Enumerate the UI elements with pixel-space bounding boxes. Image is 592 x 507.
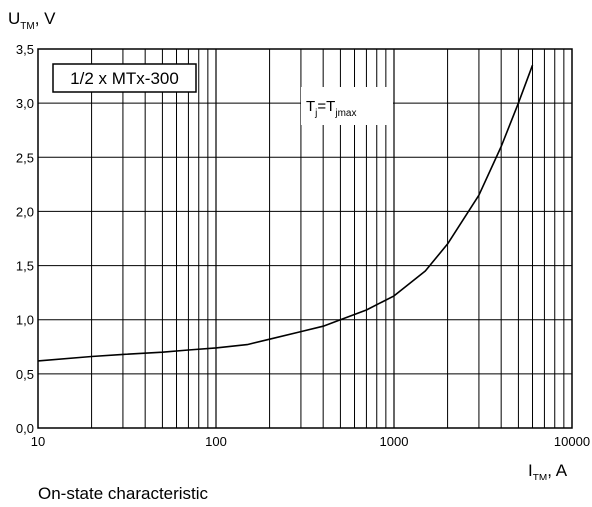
x-axis-title: ITM, A [528, 461, 568, 480]
y-tick-label: 3,5 [16, 42, 34, 57]
x-tick-label: 100 [205, 434, 227, 449]
curve-layer [37, 64, 534, 362]
condition-label-box: Tj=Tjmax [301, 87, 393, 125]
tick-labels: 0,0 0,5 1,0 1,5 2,0 2,5 3,0 3,5 10 100 1000 10000 [16, 42, 590, 449]
device-label-box: 1/2 x MTx-300 [52, 63, 197, 93]
y-tick-label: 3,0 [16, 96, 34, 111]
y-tick-label: 1,5 [16, 259, 34, 274]
y-tick-label: 1,0 [16, 313, 34, 328]
x-tick-label: 10000 [554, 434, 590, 449]
x-tick-label: 10 [31, 434, 45, 449]
series-line [37, 64, 534, 362]
device-label: 1/2 x MTx-300 [70, 69, 179, 88]
y-tick-label: 2,5 [16, 150, 34, 165]
y-axis-title: UTM, V [8, 9, 56, 32]
x-tick-label: 1000 [380, 434, 409, 449]
chart-caption: On-state characteristic [38, 484, 209, 503]
plot-frame [37, 48, 573, 429]
y-tick-label: 2,0 [16, 204, 34, 219]
y-tick-label: 0,5 [16, 367, 34, 382]
on-state-chart: 0,0 0,5 1,0 1,5 2,0 2,5 3,0 3,5 10 100 1000 10000 U… [8, 9, 590, 480]
condition-label: Tj=Tjmax [306, 98, 356, 119]
y-tick-label: 0,0 [16, 421, 34, 436]
